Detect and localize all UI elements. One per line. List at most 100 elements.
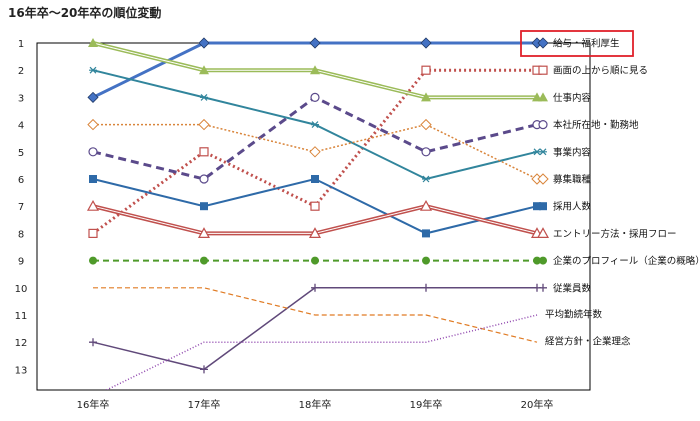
series-6 <box>89 175 541 238</box>
y-tick-label: 4 <box>18 121 24 132</box>
y-tick-label: 12 <box>15 338 28 349</box>
y-tick-label: 7 <box>18 202 24 213</box>
x-tick-label: 20年卒 <box>521 398 554 411</box>
legend-marker <box>537 37 549 49</box>
data-point <box>422 283 430 292</box>
data-point <box>309 146 321 158</box>
data-point <box>311 283 319 292</box>
series-9 <box>89 283 541 374</box>
data-point <box>311 256 319 265</box>
legend-marker <box>537 173 549 185</box>
x-tick-label: 16年卒 <box>77 398 110 411</box>
y-tick-label: 2 <box>18 66 24 77</box>
legend-label: 画面の上から順に見る <box>553 66 648 77</box>
legend-entry: 本社所在地・勤務地 <box>538 119 639 131</box>
data-point <box>197 227 211 238</box>
series-11 <box>104 314 538 390</box>
y-tick-label: 8 <box>18 229 24 240</box>
data-point <box>421 92 431 102</box>
data-point <box>200 93 208 101</box>
data-point <box>422 175 430 183</box>
data-point <box>88 228 98 238</box>
x-tick-label: 19年卒 <box>410 398 443 411</box>
x-tick-label: 17年卒 <box>188 398 221 411</box>
series-line <box>104 314 538 390</box>
chart-title: 16年卒～20年卒の順位変動 <box>8 6 162 20</box>
legend-label: 本社所在地・勤務地 <box>553 119 639 131</box>
series-line <box>92 287 537 371</box>
highlight-box <box>520 30 634 57</box>
legend-label: 平均勤続年数 <box>545 309 603 321</box>
legend-label: 仕事内容 <box>553 92 592 104</box>
data-point <box>198 118 210 131</box>
y-tick-label: 5 <box>18 148 24 159</box>
legend-label: 従業員数 <box>553 282 592 294</box>
legend-marker <box>538 92 548 102</box>
data-point <box>533 202 541 211</box>
y-tick-label: 6 <box>18 175 24 186</box>
data-point <box>87 91 99 103</box>
x-tick-label: 18年卒 <box>299 398 332 411</box>
series-5 <box>87 118 543 185</box>
y-tick-label: 9 <box>18 257 24 268</box>
data-point <box>310 92 320 103</box>
data-point <box>421 147 431 157</box>
data-point <box>422 256 430 265</box>
data-point <box>86 199 100 211</box>
legend-marker <box>538 119 548 130</box>
data-point <box>88 147 98 157</box>
data-point <box>308 227 322 238</box>
data-point <box>89 175 97 183</box>
data-point <box>311 175 319 183</box>
data-point <box>200 365 208 374</box>
y-tick-label: 1 <box>18 39 24 50</box>
data-point <box>198 37 210 49</box>
legend-marker <box>539 202 547 211</box>
data-point <box>419 199 433 211</box>
series-7 <box>86 199 544 238</box>
data-point <box>533 256 541 265</box>
data-point <box>89 256 97 265</box>
data-point <box>89 66 97 74</box>
legend-entry: 事業内容 <box>539 146 592 158</box>
data-point <box>421 65 431 75</box>
series-1 <box>88 65 542 238</box>
series-4 <box>89 66 541 183</box>
data-point <box>88 38 98 47</box>
legend-entry: エントリー方法・採用フロー <box>536 227 677 240</box>
legend-marker <box>536 227 550 238</box>
legend-label: 給与・福利厚生 <box>553 38 620 50</box>
y-tick-label: 10 <box>15 284 28 295</box>
data-point <box>420 37 432 49</box>
series-8 <box>89 256 541 265</box>
legend-marker <box>539 148 547 156</box>
data-point <box>87 118 99 131</box>
data-point <box>89 338 97 347</box>
data-point <box>200 202 208 211</box>
series-line <box>93 287 538 343</box>
legend-entry: 仕事内容 <box>538 92 592 104</box>
legend-entry: 平均勤続年数 <box>545 309 603 321</box>
data-point <box>310 65 320 75</box>
legend-marker <box>539 256 547 265</box>
data-point <box>420 118 432 131</box>
legend-entry: 画面の上から順に見る <box>538 65 648 77</box>
data-point <box>199 65 209 75</box>
series-line <box>92 95 538 181</box>
data-point <box>422 229 430 238</box>
data-point <box>309 37 321 49</box>
legend-entry: 企業のプロフィール（企業の概略） <box>539 255 700 267</box>
legend-label: 経営方針・企業理念 <box>545 336 631 348</box>
legend-entry: 募集職種 <box>537 173 592 186</box>
legend-label: エントリー方法・採用フロー <box>553 228 677 240</box>
legend-marker <box>539 283 547 292</box>
legend-marker <box>538 65 548 75</box>
y-tick-label: 13 <box>15 365 28 376</box>
data-point <box>200 256 208 265</box>
data-point <box>310 201 320 211</box>
y-tick-label: 11 <box>15 311 28 322</box>
legend-entry: 経営方針・企業理念 <box>545 336 631 348</box>
legend-entry: 給与・福利厚生 <box>537 37 620 50</box>
